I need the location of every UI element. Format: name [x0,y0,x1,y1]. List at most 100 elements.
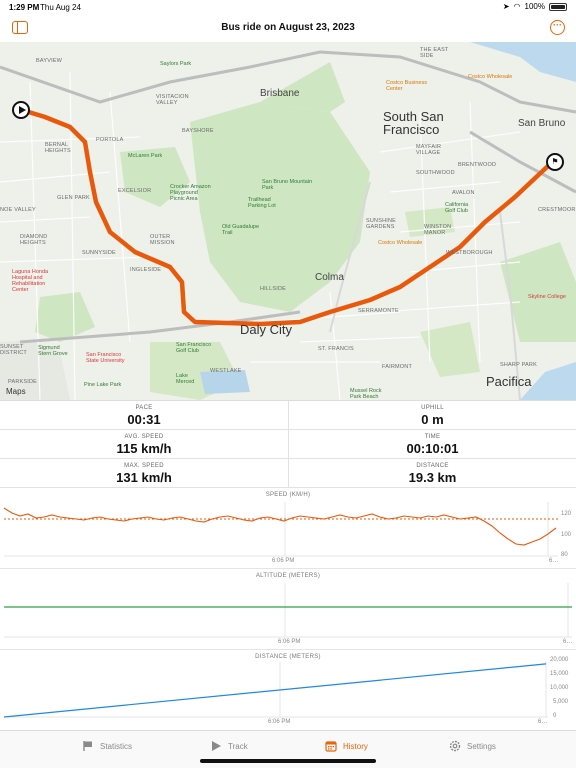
tab-history-label: History [343,741,368,751]
altitude-chart-plot [4,583,572,638]
battery-icon [549,2,567,11]
distance-x-tick-end: 6… [538,719,548,725]
map-label-lake-merced: Lake Merced [176,373,195,385]
map-label-sf-golf: San Francisco Golf Club [176,342,212,354]
map-label-visitacion: VISITACION VALLEY [156,94,189,106]
map-label-westlake: WESTLAKE [210,368,242,374]
map-label-serramonte: SERRAMONTE [358,308,399,314]
altitude-chart-title: ALTITUDE (METERS) [255,573,321,579]
page-title: Bus ride on August 23, 2023 [221,22,355,33]
speed-chart-plot [3,502,558,557]
stat-pace: PACE 00:31 [0,401,288,430]
status-time: 1:29 PM [9,3,40,12]
map-label-south-sf: South San Francisco [383,109,444,137]
speed-x-tick-end: 6… [549,558,559,564]
tab-settings[interactable]: Settings [449,740,496,752]
map-label-diamond-heights: DIAMOND HEIGHTS [20,234,48,246]
map-label-mclaren: McLaren Park [128,153,163,159]
map-label-sunset: SUNSET DISTRICT [0,344,27,356]
speed-y-tick-120: 120 [561,511,572,517]
stat-distance-value: 19.3 km [408,470,457,485]
distance-y-tick-15000: 15,000 [550,671,569,677]
map-label-fairmont: FAIRMONT [382,364,413,370]
stat-time-value: 00:10:01 [406,441,459,456]
map-label-st-francis: ST. FRANCIS [318,346,354,352]
map-label-sunshine-gardens: SUNSHINE GARDENS [366,218,397,230]
stat-distance-label: DISTANCE [416,463,449,469]
distance-y-tick-20000: 20,000 [550,657,569,663]
map-label-costco-whole: Costco Wholesale [468,74,513,80]
map-label-westborough: WESTBOROUGH [446,250,493,256]
stat-time: TIME 00:10:01 [288,430,576,459]
map-label-crocker: Crocker Amazon Playground Picnic Area [170,184,211,202]
map-label-sfsu: San Francisco State University [86,352,125,364]
tab-statistics-label: Statistics [100,741,133,751]
stat-distance: DISTANCE 19.3 km [288,459,576,488]
distance-y-tick-10000: 10,000 [550,685,569,691]
stat-max-speed: MAX. SPEED 131 km/h [0,459,288,488]
stat-pace-value: 00:31 [127,412,161,427]
map-label-saylors: Saylors Park [160,61,192,67]
route-start-icon[interactable] [12,101,30,119]
map-label-trailhead: Trailhead Parking Lot [248,197,276,209]
map-label-excelsior: EXCELSIOR [118,188,152,194]
map-label-southwood: SOUTHWOOD [416,170,455,176]
distance-x-tick: 6:06 PM [268,719,291,725]
map-label-winston-manor: WINSTON MANOR [424,224,452,236]
tab-track-label: Track [228,741,248,751]
map-label-pine-lake: Pine Lake Park [84,382,122,388]
map-label-ingleside: INGLESIDE [130,267,162,273]
more-options-icon[interactable]: ··· [550,20,565,35]
navigation-bar: Bus ride on August 23, 2023 ··· [0,14,576,42]
map-label-portola: PORTOLA [96,137,124,143]
altitude-x-tick-end: 6… [563,639,573,645]
map-label-avalon: AVALON [452,190,475,196]
tab-track[interactable]: Track [210,740,248,752]
route-map[interactable]: BAYVIEW VISITACION VALLEY Brisbane THE E… [0,42,576,400]
distance-line [3,663,547,718]
altitude-chart[interactable]: ALTITUDE (METERS) 6:06 PM 6… [0,569,576,650]
distance-chart-plot [3,662,548,718]
map-label-daly-city: Daly City [240,322,293,337]
stat-time-label: TIME [424,434,441,440]
stat-uphill-label: UPHILL [421,405,444,411]
stats-grid: PACE 00:31 UPHILL 0 m AVG. SPEED 115 km/… [0,400,576,488]
speed-line [3,507,557,546]
distance-chart[interactable]: DISTANCE (METERS) 20,000 15,000 10,000 5… [0,650,576,730]
speed-y-tick-100: 100 [561,532,572,538]
map-label-outer-mission: OUTER MISSION [150,234,175,246]
map-label-crestmoor: CRESTMOOR [538,207,576,213]
speed-chart[interactable]: SPEED (KM/H) 120 100 80 6:06 PM 6… [0,488,576,569]
map-label-costco-whole-2: Costco Wholesale [378,240,423,246]
map-label-san-bruno: San Bruno [518,118,566,129]
map-label-colma: Colma [315,272,344,283]
stat-uphill-value: 0 m [421,412,444,427]
maps-attribution[interactable]: Maps [6,387,26,396]
tab-statistics[interactable]: Statistics [82,740,132,752]
stat-max-speed-value: 131 km/h [116,470,172,485]
stat-avg-speed: AVG. SPEED 115 km/h [0,430,288,459]
status-bar: 1:29 PM Thu Aug 24 ➤ ◠ 100% [0,0,576,14]
stat-avg-speed-label: AVG. SPEED [124,434,164,440]
map-label-glen-park: GLEN PARK [57,195,90,201]
map-label-old-guadalupe: Old Guadalupe Trail [222,224,259,236]
map-label-bayshore: BAYSHORE [182,128,214,134]
calendar-icon [325,741,337,752]
map-label-brentwood: BRENTWOOD [458,162,497,168]
stat-max-speed-label: MAX. SPEED [124,463,164,469]
map-label-sharp-park: SHARP PARK [500,362,537,368]
sidebar-toggle-icon[interactable] [12,21,28,34]
map-label-california-golf: California Golf Club [445,202,469,214]
map-label-bayview: BAYVIEW [36,58,63,64]
map-label-skyline: Skyline College [528,294,566,300]
route-finish-flag-icon[interactable]: ⚑ [546,153,564,171]
map-label-costco-biz: Costco Business Center [386,80,427,92]
flag-icon [83,741,92,751]
location-icon: ➤ [502,2,510,11]
map-label-mayfair: MAYFAIR VILLAGE [416,144,442,156]
altitude-x-tick: 6:06 PM [278,639,301,645]
map-label-pacifica: Pacifica [486,374,532,389]
distance-y-tick-0: 0 [553,713,557,719]
tab-history[interactable]: History [325,740,368,752]
speed-x-tick: 6:06 PM [272,558,295,564]
